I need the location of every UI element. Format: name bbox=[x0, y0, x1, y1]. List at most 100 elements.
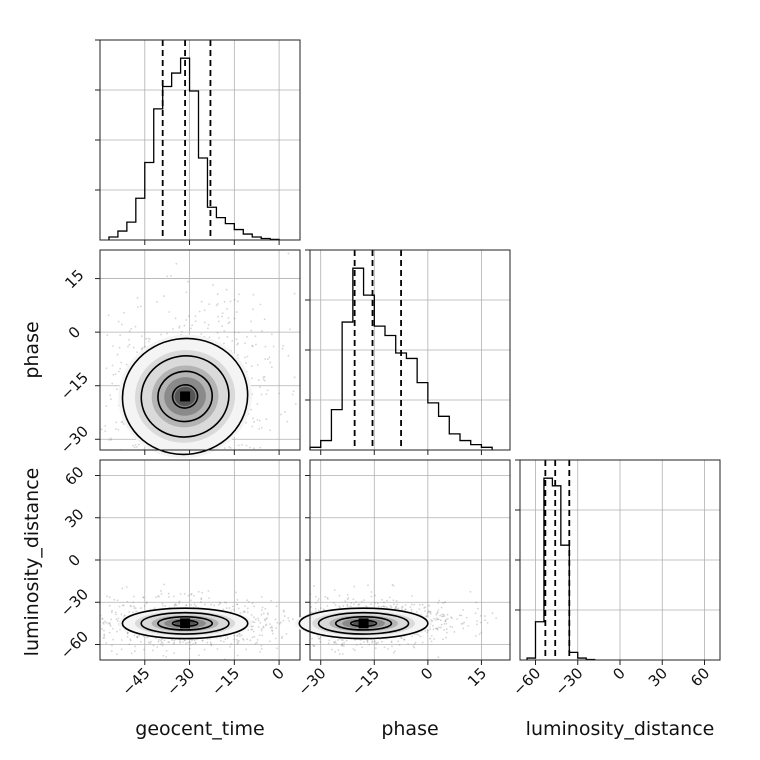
scatter-point bbox=[357, 604, 360, 606]
scatter-point bbox=[213, 481, 215, 483]
scatter-point bbox=[173, 604, 176, 607]
scatter-point bbox=[116, 353, 119, 356]
scatter-point bbox=[132, 346, 135, 349]
scatter-point bbox=[317, 637, 320, 640]
scatter-point bbox=[285, 624, 287, 626]
scatter-point bbox=[264, 619, 267, 622]
scatter-point bbox=[265, 393, 268, 396]
scatter-point bbox=[280, 621, 282, 624]
x-tick-label-luminosity-distance: 60 bbox=[687, 664, 713, 690]
scatter-point bbox=[278, 392, 280, 395]
scatter-point bbox=[410, 603, 413, 606]
scatter-point bbox=[108, 439, 110, 441]
scatter-point bbox=[460, 623, 463, 625]
scatter-point bbox=[188, 315, 190, 317]
scatter-panel-geocent-time-vs-luminosity-distance: −45 −30 −15 0 −60 −30 0 30 60 bbox=[57, 459, 301, 699]
scatter-point bbox=[319, 636, 322, 638]
scatter-point bbox=[88, 418, 90, 420]
scatter-point bbox=[276, 631, 278, 633]
scatter-point bbox=[361, 646, 364, 649]
scatter-point bbox=[333, 641, 336, 644]
scatter-point bbox=[97, 647, 99, 649]
scatter-point bbox=[146, 636, 148, 639]
scatter-point bbox=[259, 616, 261, 618]
scatter-point bbox=[174, 317, 177, 320]
scatter-point bbox=[443, 601, 446, 604]
scatter-point bbox=[326, 596, 329, 599]
scatter-point bbox=[340, 639, 343, 641]
scatter-point bbox=[160, 333, 162, 336]
scatter-point bbox=[367, 584, 369, 587]
scatter-point bbox=[174, 497, 176, 499]
scatter-point bbox=[247, 629, 250, 632]
scatter-point bbox=[276, 621, 279, 624]
scatter-point bbox=[114, 373, 117, 376]
scatter-point bbox=[207, 323, 210, 326]
scatter-point bbox=[128, 330, 131, 333]
scatter-point bbox=[103, 636, 106, 639]
scatter-point bbox=[210, 643, 213, 646]
scatter-point bbox=[414, 641, 417, 644]
scatter-point bbox=[409, 606, 412, 608]
scatter-point bbox=[319, 641, 322, 643]
scatter-point bbox=[200, 300, 203, 303]
scatter-point bbox=[265, 418, 268, 421]
scatter-point bbox=[293, 376, 296, 379]
scatter-point bbox=[171, 639, 173, 641]
scatter-point bbox=[252, 308, 254, 311]
scatter-point bbox=[92, 638, 94, 640]
scatter-point bbox=[291, 626, 293, 628]
scatter-point bbox=[166, 275, 169, 278]
scatter-point bbox=[121, 604, 124, 607]
scatter-point bbox=[106, 334, 109, 337]
scatter-point bbox=[211, 502, 213, 504]
scatter-point bbox=[178, 473, 180, 475]
scatter-point bbox=[436, 611, 439, 614]
scatter-point bbox=[134, 645, 137, 648]
scatter-point bbox=[235, 638, 238, 641]
scatter-point bbox=[223, 488, 225, 490]
scatter-point bbox=[183, 460, 185, 462]
scatter-point bbox=[158, 472, 160, 474]
scatter-point bbox=[271, 629, 274, 632]
scatter-point bbox=[238, 635, 241, 638]
scatter-point bbox=[239, 633, 241, 636]
scatter-point bbox=[150, 494, 152, 496]
scatter-point bbox=[88, 485, 90, 487]
scatter-point bbox=[383, 646, 386, 649]
scatter-point bbox=[282, 619, 285, 622]
scatter-point bbox=[126, 631, 129, 634]
scatter-point bbox=[430, 634, 433, 637]
scatter-point bbox=[161, 602, 164, 605]
scatter-point bbox=[229, 446, 232, 449]
scatter-point bbox=[97, 345, 99, 347]
scatter-point bbox=[390, 641, 393, 644]
scatter-point bbox=[270, 366, 273, 368]
scatter-point bbox=[95, 628, 97, 630]
scatter-point bbox=[110, 618, 113, 621]
scatter-point bbox=[173, 595, 175, 598]
scatter-point bbox=[123, 311, 125, 314]
scatter-point bbox=[80, 298, 82, 300]
scatter-point bbox=[439, 614, 442, 617]
scatter-point bbox=[132, 601, 135, 604]
scatter-point bbox=[298, 605, 300, 607]
scatter-point bbox=[105, 367, 108, 370]
scatter-point bbox=[159, 639, 162, 642]
scatter-point bbox=[112, 462, 114, 464]
scatter-point bbox=[244, 605, 246, 608]
scatter-point bbox=[285, 632, 288, 635]
scatter-point bbox=[145, 337, 148, 340]
scatter-point bbox=[89, 475, 91, 477]
scatter-point bbox=[231, 340, 234, 342]
scatter-point bbox=[269, 361, 272, 364]
scatter-point bbox=[110, 611, 113, 614]
scatter-point bbox=[256, 402, 259, 405]
scatter-point bbox=[345, 639, 348, 642]
scatter-point bbox=[194, 320, 197, 323]
scatter-point bbox=[160, 641, 163, 643]
scatter-point bbox=[137, 306, 139, 308]
scatter-point bbox=[456, 618, 459, 620]
scatter-point bbox=[404, 608, 407, 611]
scatter-point bbox=[276, 631, 278, 633]
